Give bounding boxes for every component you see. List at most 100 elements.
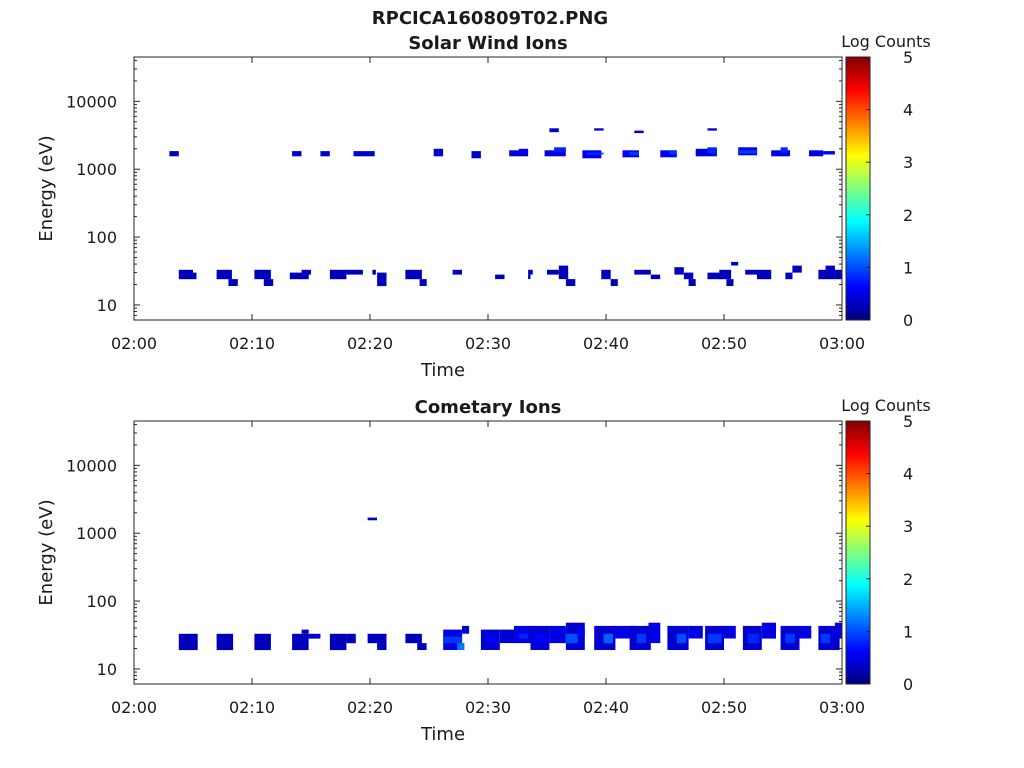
colorbar-tick-label: 0 — [903, 311, 913, 330]
heatmap-cell — [518, 633, 529, 639]
heatmap-cell — [674, 267, 684, 275]
y-tick-label: 10000 — [66, 456, 117, 475]
x-tick-label: 02:20 — [347, 698, 393, 717]
x-tick-label: 02:40 — [583, 698, 629, 717]
y-axis-label: Energy (eV) — [36, 499, 57, 605]
heatmap-cell — [254, 269, 271, 280]
heatmap-cell — [745, 269, 757, 275]
heatmap-cell — [254, 633, 271, 651]
heatmap-cell — [648, 622, 661, 644]
heatmap-cell — [707, 272, 722, 280]
plot-frame — [133, 56, 843, 321]
colorbar-tick-label: 1 — [903, 622, 913, 641]
x-tick-label: 02:00 — [111, 334, 157, 353]
heatmap-cell — [301, 629, 309, 634]
heatmap-cell — [417, 643, 427, 650]
x-axis-label: Time — [420, 360, 465, 381]
heatmap-cell — [471, 151, 481, 159]
heatmap-cell — [809, 150, 824, 157]
colorbar-tick-label: 5 — [903, 412, 913, 431]
heatmap-cell — [707, 128, 717, 131]
heatmap-cell — [738, 150, 758, 154]
heatmap-cell — [443, 636, 463, 644]
colorbar-tick-label: 0 — [903, 675, 913, 694]
heatmap-cell — [634, 269, 651, 275]
heatmap-cell — [726, 279, 734, 286]
heatmap-cell — [193, 272, 197, 280]
colorbar-tick-label: 4 — [903, 101, 913, 120]
heatmap-cell — [377, 272, 387, 287]
heatmap-cell — [346, 633, 356, 644]
heatmap-cell — [178, 633, 198, 651]
heatmap-cell — [719, 269, 732, 280]
panel-solar-wind-ions: Solar Wind Ions 02:00 02:10 02:20 02:30 02:40… — [36, 32, 931, 381]
colorbar-tick-label: 4 — [903, 465, 913, 484]
x-tick-label: 02:20 — [347, 334, 393, 353]
heatmap-cell — [169, 151, 179, 157]
heatmap-cell — [823, 151, 835, 155]
x-axis-label: Time — [420, 724, 465, 745]
heatmap-cell — [457, 643, 465, 650]
heatmap-cell — [405, 269, 422, 280]
heatmap-cell — [707, 633, 722, 644]
heatmap-cell — [308, 633, 321, 639]
heatmap-cell — [780, 147, 788, 153]
heatmap-cell — [554, 147, 566, 152]
heatmap-cell — [452, 269, 462, 275]
heatmap-cell — [558, 265, 569, 280]
heatmap-cell — [485, 633, 498, 644]
heatmap-cell — [353, 151, 375, 157]
heatmap-cell — [372, 269, 376, 275]
heatmap-cell — [518, 148, 529, 154]
heatmap-cell — [601, 269, 611, 280]
heatmap-cell — [771, 150, 791, 157]
colorbar-tick-label: 2 — [903, 206, 913, 225]
panel-title: Solar Wind Ions — [408, 33, 567, 54]
heatmap-cell — [785, 272, 793, 280]
colorbar — [845, 420, 871, 685]
x-tick-label: 03:00 — [819, 334, 865, 353]
heatmap-cell — [636, 633, 647, 644]
colorbar-tick-label: 3 — [903, 517, 913, 536]
heatmap-cell — [228, 279, 238, 286]
x-tick-label: 02:10 — [229, 334, 275, 353]
x-tick-label: 03:00 — [819, 698, 865, 717]
heatmap-cell — [549, 625, 566, 644]
heatmap-cell — [544, 150, 566, 157]
y-tick-label: 100 — [86, 228, 117, 247]
heatmap-cell — [367, 633, 387, 644]
heatmap-cell — [669, 151, 677, 155]
x-tick-label: 02:30 — [465, 334, 511, 353]
heatmap-cell — [499, 629, 514, 644]
heatmap-cell — [676, 633, 687, 644]
panel-title: Cometary Ions — [415, 397, 562, 418]
heatmap-cell — [289, 272, 309, 280]
heatmap-cell — [549, 128, 559, 133]
heatmap-cell — [329, 269, 347, 280]
heatmap-cell — [577, 629, 585, 637]
heatmap-cell — [377, 643, 387, 650]
figure-title: RPCICA160809T02.PNG — [372, 8, 608, 29]
heatmap-cell — [695, 148, 717, 157]
heatmap-cell — [820, 633, 831, 644]
y-tick-label: 10 — [97, 296, 117, 315]
heatmap-cell — [419, 279, 427, 286]
colorbar-label: Log Counts — [841, 32, 931, 51]
x-tick-label: 02:50 — [701, 334, 747, 353]
heatmap-cell — [535, 633, 547, 644]
heatmap-cell — [721, 625, 736, 639]
colorbar-tick-label: 3 — [903, 153, 913, 172]
colorbar-tick-label: 2 — [903, 570, 913, 589]
heatmap-cell — [346, 269, 363, 275]
colorbar — [845, 56, 871, 321]
heatmap-cell — [594, 128, 604, 131]
heatmap-cell — [688, 279, 696, 286]
heatmap-cell — [825, 265, 835, 273]
x-tick-label: 02:30 — [465, 698, 511, 717]
heatmap-cell — [495, 274, 505, 280]
heatmap-cell — [292, 151, 302, 157]
heatmap-cell — [688, 625, 703, 639]
heatmap-cell — [263, 279, 274, 286]
